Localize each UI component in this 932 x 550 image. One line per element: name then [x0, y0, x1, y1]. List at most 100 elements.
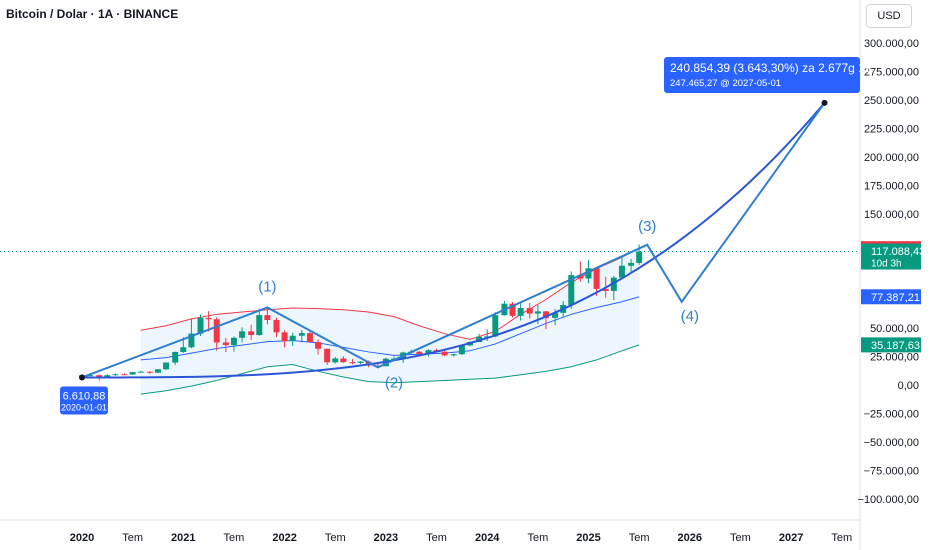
wave-label: (3)	[638, 218, 656, 235]
x-tick-label: Tem	[629, 532, 650, 544]
y-axis: 300.000,00 275.000,00 250.000,00 225.000,00…	[858, 38, 919, 506]
price-tag-value: 35.187,63	[871, 340, 920, 352]
candle	[121, 373, 128, 376]
y-tick-label: 275.000,00	[864, 67, 919, 79]
target-label-line2: 247.465,27 @ 2027-05-01	[670, 78, 781, 89]
candle-body	[636, 251, 643, 263]
candle-body	[87, 375, 94, 377]
candle	[441, 350, 448, 357]
candle-body	[458, 345, 465, 355]
candle-body	[180, 347, 187, 352]
candle	[324, 348, 331, 365]
candle	[137, 370, 144, 373]
candle	[542, 310, 549, 330]
growth-curve	[81, 102, 826, 379]
candle	[332, 356, 339, 364]
y-tick-label: −25.000,00	[864, 409, 919, 421]
candle	[450, 353, 457, 357]
candle-body	[306, 333, 313, 343]
candle	[188, 318, 195, 349]
start-label-value: 6.610,88	[63, 390, 106, 402]
candle-body	[332, 358, 339, 363]
candle-body	[324, 348, 331, 363]
candle-body	[568, 275, 575, 305]
candle-body	[154, 369, 161, 373]
x-tick-label: 2027	[779, 532, 803, 544]
x-axis: 2020 Tem 2021 Tem 2022 Tem 2023 Tem 2024 Tem 2025 T…	[70, 532, 852, 544]
candle-body	[273, 320, 280, 333]
candle-body	[517, 308, 524, 316]
target-point	[821, 99, 828, 106]
candle-body	[96, 375, 103, 378]
candle	[306, 330, 313, 343]
candle-body	[416, 351, 423, 354]
price-tag: 77.387,21	[861, 289, 921, 305]
candle-body	[230, 337, 237, 346]
candle-body	[239, 331, 246, 338]
candle-body	[441, 351, 448, 356]
candle-body	[602, 288, 609, 291]
y-tick-label: 25.000,00	[870, 352, 919, 364]
y-tick-label: 50.000,00	[870, 323, 919, 335]
x-tick-label: 2024	[475, 532, 500, 544]
band-fill	[140, 248, 640, 395]
candle	[222, 337, 229, 353]
candle-body	[281, 332, 288, 342]
candle-body	[315, 342, 322, 349]
candle-body	[129, 372, 136, 375]
candle-body	[213, 319, 220, 343]
candle-body	[618, 265, 625, 278]
candle-body	[248, 331, 255, 336]
y-tick-label: 175.000,00	[864, 181, 919, 193]
candle	[172, 351, 179, 365]
candle-body	[593, 268, 600, 289]
candle	[618, 257, 625, 279]
candle	[315, 339, 322, 355]
candle-body	[628, 262, 635, 266]
candle-body	[492, 315, 499, 337]
y-tick-label: 300.000,00	[864, 38, 919, 50]
candle-body	[121, 374, 128, 376]
candle	[357, 361, 364, 365]
start-label-bg	[60, 386, 108, 415]
x-tick-label: Tem	[527, 532, 548, 544]
y-tick-label: 250.000,00	[864, 95, 919, 107]
candle-body	[374, 365, 381, 367]
candle	[593, 267, 600, 296]
candle-body	[349, 362, 356, 364]
candle	[340, 356, 347, 363]
candle	[146, 371, 153, 374]
x-tick-label: 2023	[374, 532, 398, 544]
candle	[526, 303, 533, 319]
candle	[298, 330, 305, 343]
candle-body	[137, 371, 144, 373]
band-lower	[140, 344, 640, 395]
candle	[349, 359, 356, 365]
candle	[577, 261, 584, 282]
price-tag-value: 77.387,21	[871, 292, 920, 304]
y-tick-label: −100.000,00	[858, 494, 919, 506]
wave-label: (2)	[385, 374, 403, 391]
wave-label: (1)	[258, 279, 276, 296]
candle	[289, 332, 296, 346]
x-tick-label: 2020	[70, 532, 94, 544]
currency-button[interactable]: USD	[866, 4, 912, 28]
y-tick-label: −75.000,00	[864, 466, 919, 478]
price-tag-bg	[861, 243, 921, 270]
candle	[492, 312, 499, 338]
candle	[458, 345, 465, 355]
candle	[273, 317, 280, 338]
candle-body	[197, 317, 204, 334]
candle	[509, 302, 516, 318]
price-tag-bg	[861, 337, 921, 353]
price-tag-bg	[861, 289, 921, 305]
price-tag-value: 117.088,43	[871, 246, 925, 258]
candle	[374, 364, 381, 367]
candle-body	[552, 312, 559, 318]
target-label: 240.854,39 (3.643,30%) za 2.677g 1s 247.4…	[664, 57, 871, 93]
candle-body	[542, 311, 549, 318]
